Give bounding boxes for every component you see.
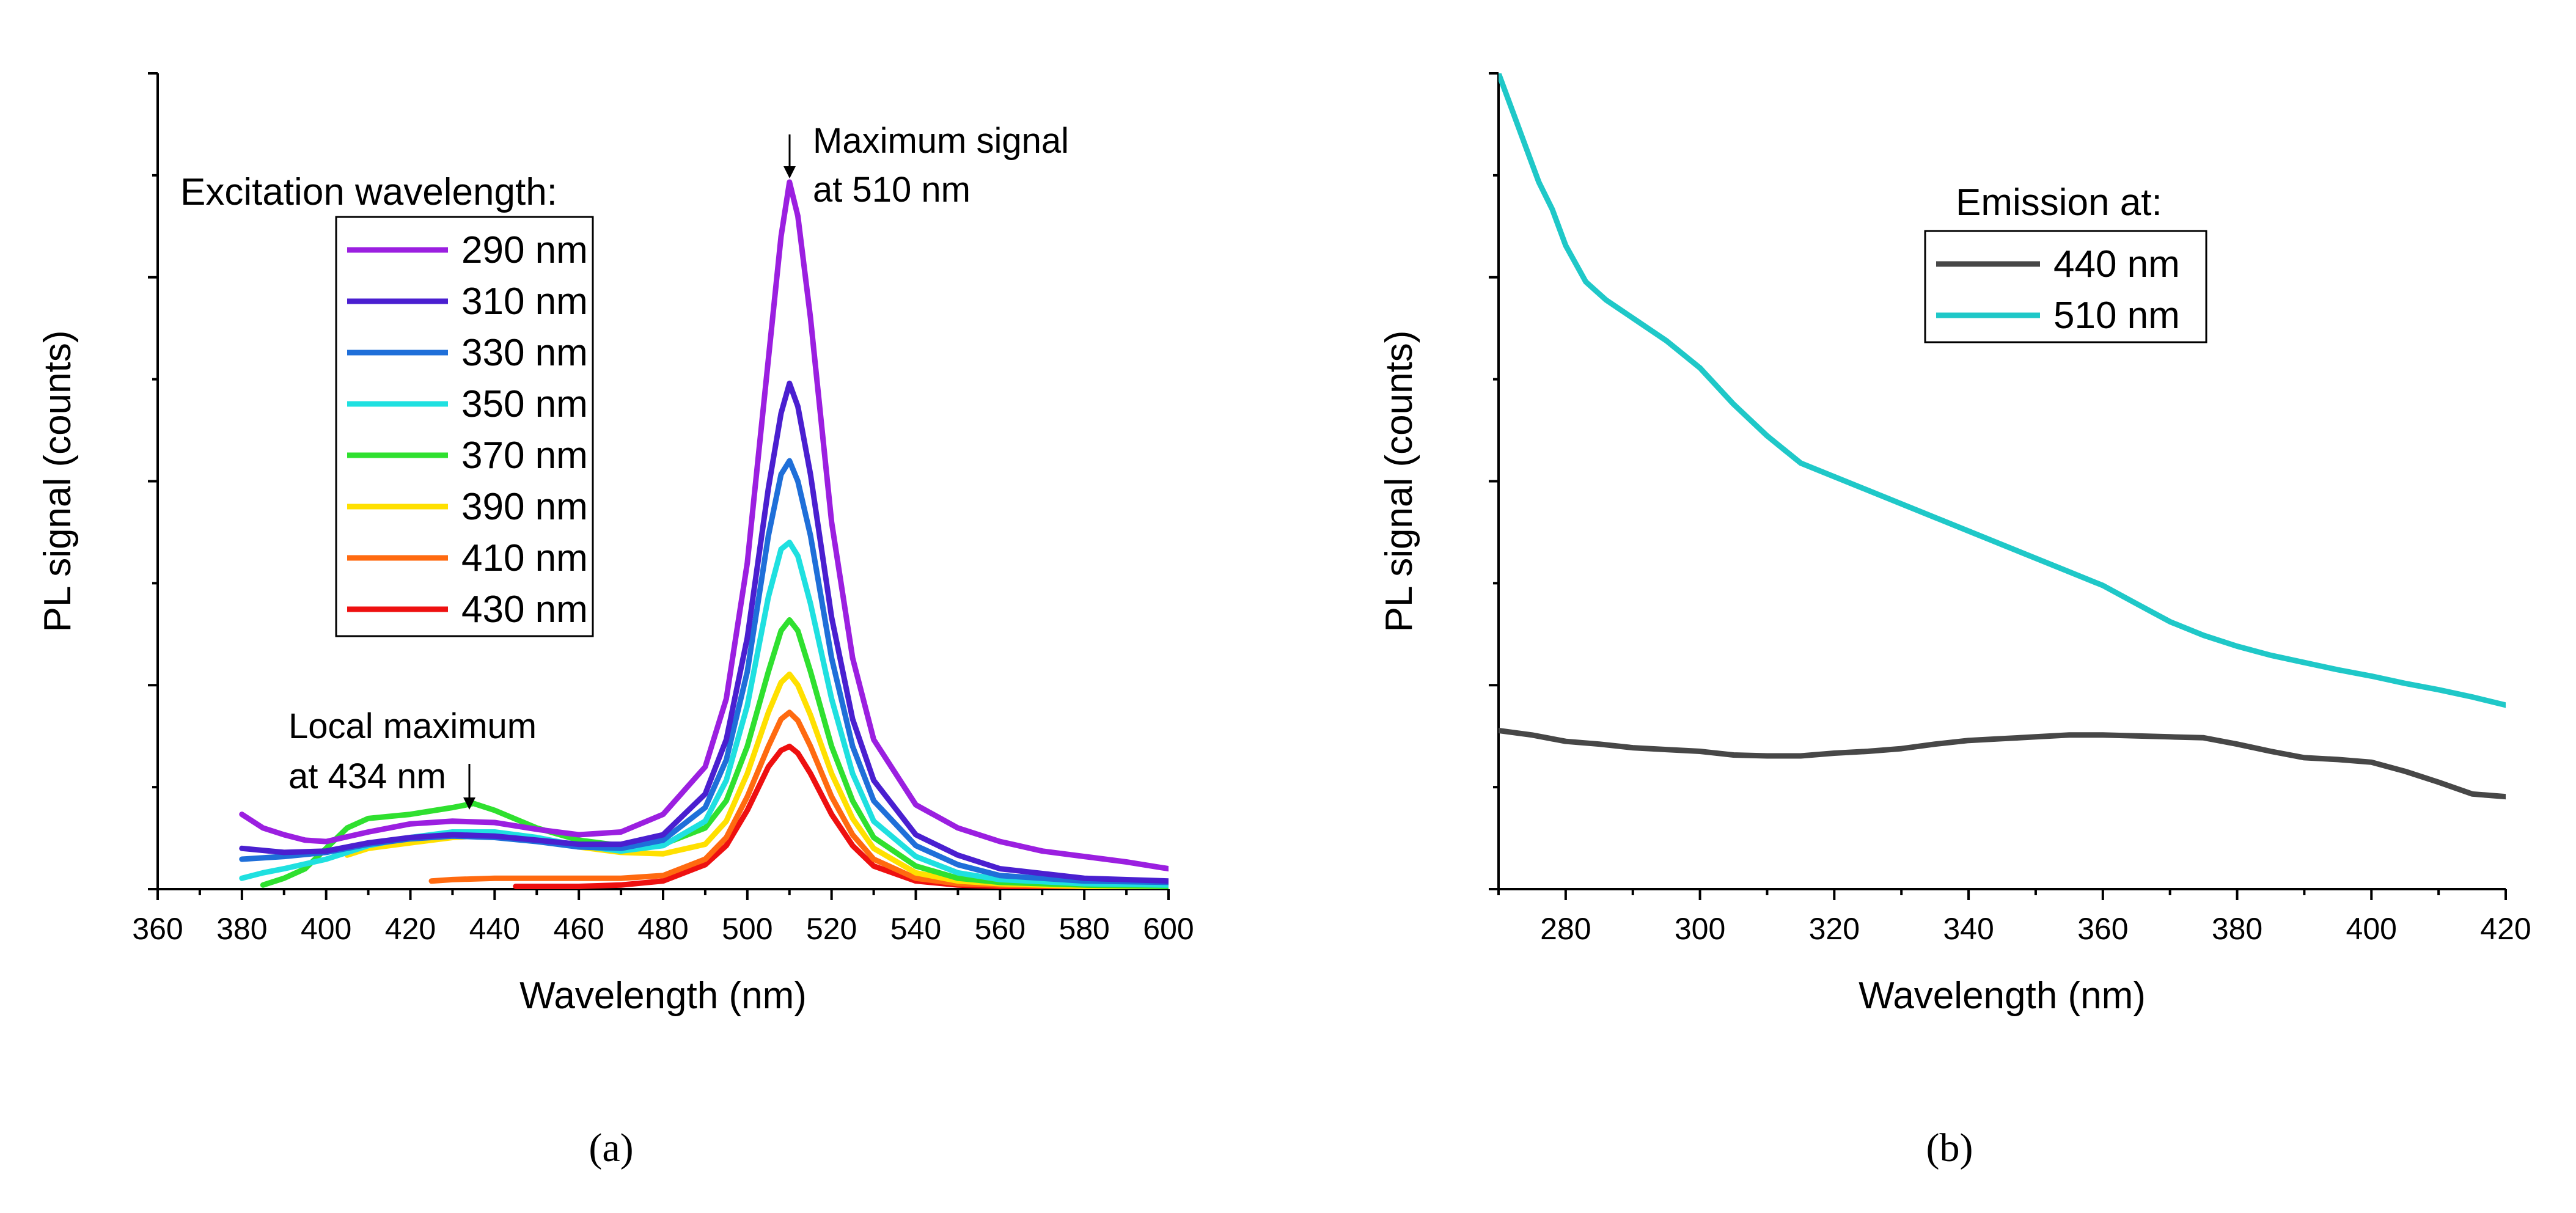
annotation-arrowhead [463, 797, 475, 810]
legend-entry: 290 nm [461, 229, 588, 271]
panel-label: (a) [589, 1126, 633, 1170]
legend-entry: 440 nm [2053, 243, 2180, 285]
legend-entry: 350 nm [461, 383, 588, 425]
x-tick-label: 380 [216, 912, 267, 946]
x-tick-label: 420 [385, 912, 436, 946]
x-tick-label: 560 [975, 912, 1026, 946]
annotation-arrowhead [783, 166, 796, 178]
x-tick-label: 520 [806, 912, 857, 946]
series-line-510-nm [1499, 73, 2506, 708]
y-axis-title: PL signal (counts) [1378, 331, 1420, 632]
series-line-440-nm [1499, 727, 2506, 800]
legend-title: Emission at: [1956, 181, 2162, 224]
series-line-290-nm [239, 179, 1169, 872]
legend: Excitation wavelength: 290 nm 310 nm 330 nm… [180, 171, 594, 637]
annotation: Maximum signal at 510 nm [783, 121, 1069, 210]
y-axis-title: PL signal (counts) [37, 331, 79, 632]
x-tick-label: 380 [2212, 912, 2262, 946]
x-tick-label: 480 [637, 912, 688, 946]
x-axis-title: Wavelength (nm) [519, 975, 807, 1017]
chart-panel-a: 360 380 400 420 440 460 480 500 520 540 560 580 600 W… [37, 72, 1194, 1170]
legend-entry: 310 nm [461, 280, 588, 323]
x-tick-label: 420 [2480, 912, 2531, 946]
legend-entry: 430 nm [461, 588, 588, 631]
legend-box [335, 216, 594, 637]
panel-label: (b) [1926, 1126, 1973, 1170]
x-tick-label: 500 [722, 912, 772, 946]
legend-entry: 370 nm [461, 434, 588, 477]
x-tick-label: 360 [132, 912, 183, 946]
x-tick-label: 340 [1943, 912, 1994, 946]
legend-entry: 510 nm [2053, 295, 2180, 337]
x-tick-label: 360 [2077, 912, 2128, 946]
legend: Emission at: 440 nm 510 nm [1924, 181, 2207, 343]
annotation-text: Local maximum [288, 706, 537, 746]
legend-title: Excitation wavelength: [180, 171, 557, 213]
x-tick-label: 600 [1143, 912, 1194, 946]
x-tick-label: 400 [2346, 912, 2397, 946]
x-tick-label: 400 [301, 912, 351, 946]
legend-entry: 330 nm [461, 332, 588, 374]
x-tick-label: 280 [1540, 912, 1591, 946]
legend-box [1924, 230, 2207, 343]
x-axis-title: Wavelength (nm) [1859, 975, 2146, 1017]
x-tick-label: 540 [890, 912, 941, 946]
x-tick-label: 580 [1059, 912, 1109, 946]
x-tick-label: 460 [553, 912, 604, 946]
series-line-310-nm [239, 380, 1169, 884]
x-tick-label: 300 [1675, 912, 1725, 946]
x-tick-label: 320 [1809, 912, 1860, 946]
annotation-text: Maximum signal [813, 121, 1069, 161]
annotation-text: at 434 nm [288, 757, 446, 796]
x-tick-label: 440 [469, 912, 520, 946]
series-line-370-nm [260, 617, 1169, 889]
series-line-410-nm [428, 709, 1169, 889]
annotation-text: at 510 nm [813, 170, 971, 210]
chart-panel-b: 280 300 320 340 360 380 400 420 Wavelength (nm) P… [1378, 72, 2531, 1170]
annotation: Local maximum at 434 nm [288, 706, 537, 810]
legend-entry: 410 nm [461, 537, 588, 579]
legend-entry: 390 nm [461, 486, 588, 528]
